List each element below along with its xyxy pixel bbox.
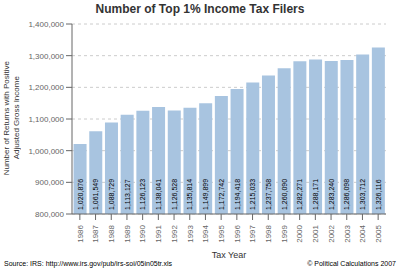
svg-text:1,286,098: 1,286,098 bbox=[343, 179, 350, 210]
svg-text:1,149,899: 1,149,899 bbox=[202, 179, 209, 210]
svg-text:1,260,090: 1,260,090 bbox=[281, 179, 288, 210]
svg-text:1986: 1986 bbox=[76, 224, 85, 242]
svg-text:1,215,033: 1,215,033 bbox=[249, 179, 256, 210]
svg-text:1,172,742: 1,172,742 bbox=[218, 179, 225, 210]
svg-text:1998: 1998 bbox=[264, 224, 273, 242]
svg-text:1,288,171: 1,288,171 bbox=[312, 179, 319, 210]
html-text:Number of Top 1% Income Tax Fi: Number of Top 1% Income Tax Filers bbox=[95, 2, 305, 16]
svg-text:2000: 2000 bbox=[295, 224, 304, 242]
svg-text:1,138,041: 1,138,041 bbox=[155, 179, 162, 210]
svg-text:1,300,000: 1,300,000 bbox=[28, 52, 64, 61]
svg-text:1,061,549: 1,061,549 bbox=[92, 179, 99, 210]
svg-text:1,303,712: 1,303,712 bbox=[359, 179, 366, 210]
svg-text:1,194,418: 1,194,418 bbox=[234, 179, 241, 210]
html-text:Number of Returns with Positiv: Number of Returns with Positive Adjusted… bbox=[2, 60, 21, 176]
svg-text:1992: 1992 bbox=[170, 224, 179, 242]
svg-text:1993: 1993 bbox=[186, 224, 195, 242]
svg-text:1996: 1996 bbox=[233, 224, 242, 242]
svg-text:1999: 1999 bbox=[280, 224, 289, 242]
svg-text:1995: 1995 bbox=[217, 224, 226, 242]
svg-text:1,113,127: 1,113,127 bbox=[124, 179, 131, 210]
svg-text:900,000: 900,000 bbox=[35, 178, 64, 187]
svg-text:1,400,000: 1,400,000 bbox=[28, 20, 64, 29]
svg-text:1,000,000: 1,000,000 bbox=[28, 147, 64, 156]
svg-text:800,000: 800,000 bbox=[35, 210, 64, 219]
svg-text:1987: 1987 bbox=[91, 224, 100, 242]
svg-text:1,126,528: 1,126,528 bbox=[171, 179, 178, 210]
svg-text:1988: 1988 bbox=[107, 224, 116, 242]
svg-text:Tax Year: Tax Year bbox=[212, 250, 247, 258]
svg-text:1,020,876: 1,020,876 bbox=[77, 179, 84, 210]
svg-text:1,283,240: 1,283,240 bbox=[328, 179, 335, 210]
svg-text:1,200,000: 1,200,000 bbox=[28, 83, 64, 92]
svg-text:1,135,814: 1,135,814 bbox=[186, 179, 193, 210]
svg-text:1,100,000: 1,100,000 bbox=[28, 115, 64, 124]
svg-text:1,126,123: 1,126,123 bbox=[139, 179, 146, 210]
svg-text:1997: 1997 bbox=[248, 224, 257, 242]
svg-text:1989: 1989 bbox=[123, 224, 132, 242]
svg-text:1994: 1994 bbox=[201, 224, 210, 242]
svg-text:2005: 2005 bbox=[374, 224, 383, 242]
svg-text:1,326,116: 1,326,116 bbox=[375, 179, 382, 210]
svg-text:1,282,271: 1,282,271 bbox=[296, 179, 303, 210]
html-text:Source: IRS: http://www.irs.go: Source: IRS: http://www.irs.gov/pub/irs-… bbox=[4, 260, 173, 267]
html-text:© Political Calculations 2007: © Political Calculations 2007 bbox=[307, 260, 396, 267]
svg-text:1,237,758: 1,237,758 bbox=[265, 179, 272, 210]
svg-text:2004: 2004 bbox=[358, 224, 367, 242]
svg-text:1,088,729: 1,088,729 bbox=[108, 179, 115, 210]
svg-text:2002: 2002 bbox=[327, 224, 336, 242]
svg-text:2003: 2003 bbox=[343, 224, 352, 242]
svg-text:2001: 2001 bbox=[311, 224, 320, 242]
svg-text:1990: 1990 bbox=[138, 224, 147, 242]
svg-text:1991: 1991 bbox=[154, 224, 163, 242]
